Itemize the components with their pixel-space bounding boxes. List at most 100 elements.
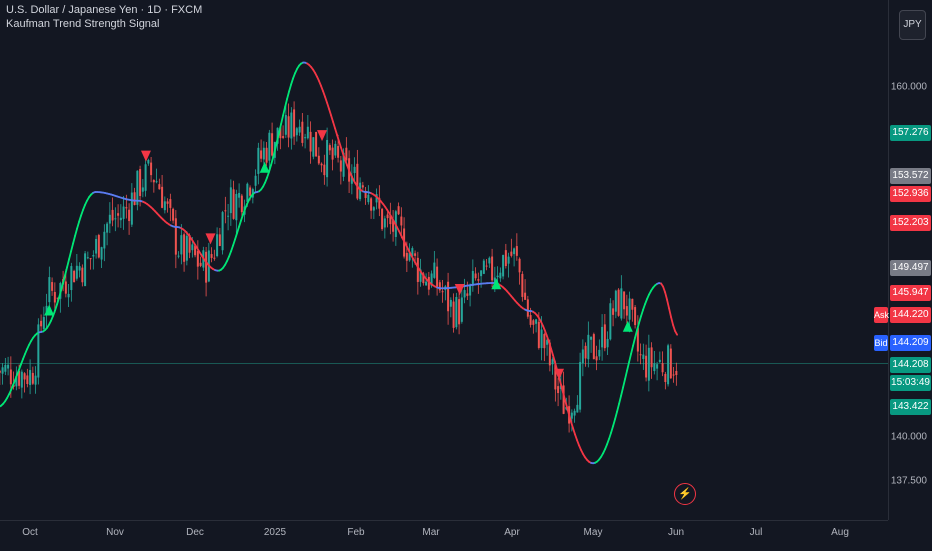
candle-body xyxy=(535,319,537,323)
chart-legend: U.S. Dollar / Japanese Yen · 1D · FXCM K… xyxy=(6,4,202,32)
candle-body xyxy=(521,274,523,297)
trend-line-segment xyxy=(663,287,665,293)
candle-body xyxy=(183,234,185,262)
time-tick: Dec xyxy=(186,527,204,538)
price-tag: 152.203 xyxy=(890,215,931,231)
candle-body xyxy=(167,201,169,203)
trend-line-segment xyxy=(235,233,237,239)
candle-body xyxy=(499,273,501,279)
lightning-icon[interactable]: ⚡ xyxy=(674,483,696,505)
trend-line-segment xyxy=(551,349,553,356)
time-axis[interactable]: Oct Nov Dec 2025 Feb Mar Apr May Jun Jul… xyxy=(0,520,888,551)
candle-body xyxy=(662,363,664,372)
candle-body xyxy=(373,207,375,210)
candle-body xyxy=(98,235,100,257)
candle-body xyxy=(367,195,369,202)
candle-body xyxy=(519,259,521,273)
price-tag: 145.947 xyxy=(890,285,931,301)
candle-body xyxy=(178,256,180,257)
candle-body xyxy=(381,209,383,229)
trend-line-segment xyxy=(81,210,83,216)
candle-body xyxy=(164,201,166,210)
time-tick: Nov xyxy=(106,527,124,538)
indicator-name[interactable]: Kaufman Trend Strength Signal xyxy=(6,18,202,31)
candle-body xyxy=(131,193,133,225)
trend-line-segment xyxy=(75,229,77,236)
candle-body xyxy=(538,322,540,348)
candle-body xyxy=(114,218,116,219)
candle-body xyxy=(656,364,658,368)
price-tag: 144.208 xyxy=(890,357,931,373)
trend-line-segment xyxy=(625,370,627,378)
trend-line-segment xyxy=(331,115,333,122)
candle-body xyxy=(2,367,4,373)
trend-line-segment xyxy=(669,309,671,318)
trend-line-segment xyxy=(573,428,575,434)
price-tag: 143.422 xyxy=(890,399,931,415)
chart-area[interactable]: U.S. Dollar / Japanese Yen · 1D · FXCM K… xyxy=(0,0,888,520)
candle-body xyxy=(596,356,598,360)
trend-line-segment xyxy=(611,426,613,433)
time-tick: Feb xyxy=(347,527,364,538)
candle-body xyxy=(414,253,416,256)
candle-body xyxy=(24,373,26,379)
candle-body xyxy=(609,303,611,339)
candle-body xyxy=(0,371,1,373)
currency-button[interactable]: JPY xyxy=(899,10,926,40)
candle-body xyxy=(598,350,600,357)
trend-line-segment xyxy=(281,115,283,124)
trend-line-segment xyxy=(575,435,577,441)
candle-body xyxy=(571,413,573,419)
candle-body xyxy=(169,199,171,208)
candle-body xyxy=(117,213,119,216)
trend-line-segment xyxy=(671,317,673,325)
candle-body xyxy=(95,239,97,254)
candle-body xyxy=(450,300,452,307)
candle-body xyxy=(508,257,510,264)
candle-body xyxy=(318,156,320,164)
trend-line-segment xyxy=(617,404,619,412)
candle-body xyxy=(312,137,314,156)
candle-body xyxy=(340,160,342,171)
trend-line-segment xyxy=(629,354,631,362)
candle-body xyxy=(607,339,609,347)
candle-body xyxy=(238,193,240,198)
price-tick: 160.000 xyxy=(891,82,927,93)
candle-body xyxy=(241,196,243,213)
candle-body xyxy=(326,140,328,177)
candle-body xyxy=(623,291,625,309)
candle-body xyxy=(543,334,545,348)
candle-body xyxy=(447,282,449,311)
candle-body xyxy=(337,146,339,158)
candle-body xyxy=(134,192,136,205)
candle-body xyxy=(213,258,215,259)
symbol-title[interactable]: U.S. Dollar / Japanese Yen · 1D · FXCM xyxy=(6,4,202,17)
trend-line-segment xyxy=(341,148,343,154)
trend-line-segment xyxy=(571,422,573,429)
candle-body xyxy=(161,187,163,208)
trend-line-segment xyxy=(325,97,327,103)
candle-body xyxy=(475,274,477,279)
candle-body xyxy=(675,371,677,375)
candle-body xyxy=(255,176,257,186)
candle-body xyxy=(153,180,155,182)
candle-body xyxy=(145,164,147,191)
price-tag: 152.936 xyxy=(890,186,931,202)
candle-body xyxy=(477,279,479,280)
trend-line-segment xyxy=(635,330,637,338)
candle-body xyxy=(670,349,672,379)
candle-body xyxy=(590,337,592,340)
price-tag: 144.220 xyxy=(890,307,931,323)
candle-body xyxy=(268,133,270,161)
candle-body xyxy=(54,292,56,302)
candle-body xyxy=(263,148,265,160)
candle-body xyxy=(384,218,386,227)
candle-body xyxy=(191,244,193,250)
candle-body xyxy=(92,255,94,256)
candle-body xyxy=(334,144,336,156)
candle-body xyxy=(101,247,103,259)
candle-body xyxy=(79,266,81,270)
price-chart[interactable] xyxy=(0,0,888,520)
candle-body xyxy=(224,210,226,211)
